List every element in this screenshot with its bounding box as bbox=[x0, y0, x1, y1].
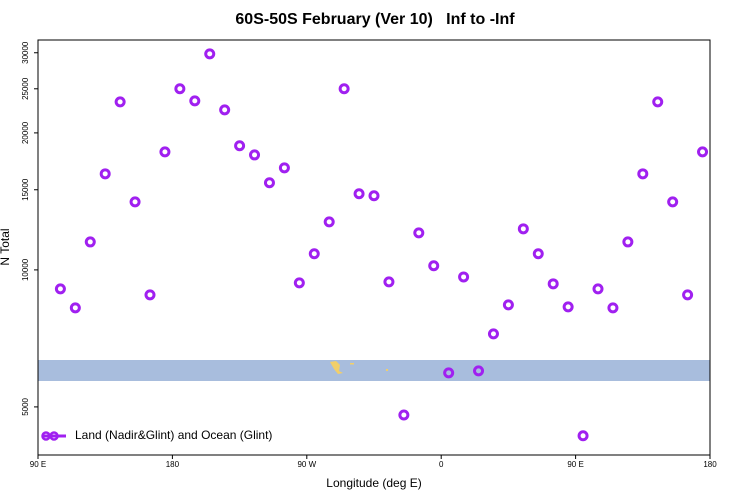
point bbox=[189, 95, 201, 107]
point bbox=[54, 283, 66, 295]
x-tick-label: 180 bbox=[703, 460, 717, 469]
point bbox=[234, 140, 246, 152]
y-tick-label: 15000 bbox=[21, 178, 30, 201]
y-tick-label: 25000 bbox=[21, 77, 30, 100]
point bbox=[607, 302, 619, 314]
y-axis-title: N Total bbox=[0, 228, 12, 265]
plot-frame bbox=[37, 39, 711, 456]
point bbox=[532, 248, 544, 260]
point bbox=[368, 190, 380, 202]
point bbox=[174, 83, 186, 95]
x-tick-label: 0 bbox=[439, 460, 444, 469]
x-tick-label: 90 E bbox=[30, 460, 46, 469]
x-tick-label: 180 bbox=[166, 460, 180, 469]
point bbox=[353, 188, 365, 200]
x-tick-label: 90 E bbox=[567, 460, 583, 469]
legend-marker bbox=[49, 431, 59, 441]
point bbox=[502, 299, 514, 311]
point bbox=[308, 248, 320, 260]
point bbox=[219, 104, 231, 116]
point bbox=[99, 168, 111, 180]
y-tick-label: 10000 bbox=[21, 258, 30, 281]
land-patch bbox=[330, 361, 343, 374]
map-strip bbox=[38, 360, 710, 381]
point bbox=[637, 168, 649, 180]
point bbox=[413, 227, 425, 239]
point bbox=[263, 177, 275, 189]
x-tick-label: 90 W bbox=[297, 460, 316, 469]
y-tick-label: 20000 bbox=[21, 121, 30, 144]
chart-title: 60S-50S February (Ver 10) Inf to -Inf bbox=[235, 11, 515, 28]
point bbox=[458, 271, 470, 283]
y-tick-label: 30000 bbox=[21, 41, 30, 64]
point bbox=[443, 367, 455, 379]
point bbox=[667, 196, 679, 208]
point bbox=[323, 216, 335, 228]
point bbox=[652, 96, 664, 108]
legend-label: Land (Nadir&Glint) and Ocean (Glint) bbox=[75, 428, 272, 442]
point bbox=[249, 149, 261, 161]
point bbox=[144, 289, 156, 301]
point bbox=[562, 301, 574, 313]
land-patch bbox=[386, 369, 388, 371]
point bbox=[428, 260, 440, 272]
point bbox=[577, 430, 589, 442]
point bbox=[592, 283, 604, 295]
point bbox=[697, 146, 709, 158]
point bbox=[338, 83, 350, 95]
point bbox=[517, 223, 529, 235]
point bbox=[473, 365, 485, 377]
point bbox=[682, 289, 694, 301]
point bbox=[622, 236, 634, 248]
point bbox=[278, 162, 290, 174]
point bbox=[159, 146, 171, 158]
point bbox=[84, 236, 96, 248]
land-patch bbox=[350, 363, 354, 365]
point bbox=[129, 196, 141, 208]
point bbox=[398, 409, 410, 421]
point bbox=[383, 276, 395, 288]
y-tick-label: 5000 bbox=[21, 397, 30, 415]
point bbox=[293, 277, 305, 289]
point bbox=[204, 48, 216, 60]
point bbox=[547, 278, 559, 290]
point bbox=[69, 302, 81, 314]
point bbox=[114, 96, 126, 108]
x-axis-title: Longitude (deg E) bbox=[326, 476, 421, 490]
point bbox=[487, 328, 499, 340]
